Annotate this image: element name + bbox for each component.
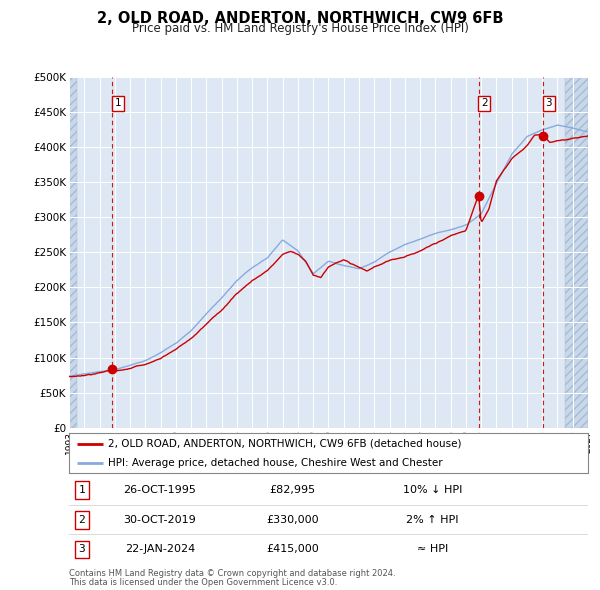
Text: This data is licensed under the Open Government Licence v3.0.: This data is licensed under the Open Gov… xyxy=(69,578,337,587)
Text: 26-OCT-1995: 26-OCT-1995 xyxy=(124,485,196,495)
Text: 22-JAN-2024: 22-JAN-2024 xyxy=(125,545,195,555)
Bar xyxy=(69,77,77,428)
Text: 10% ↓ HPI: 10% ↓ HPI xyxy=(403,485,462,495)
Text: 2: 2 xyxy=(481,99,487,109)
Text: £330,000: £330,000 xyxy=(266,515,319,525)
Text: HPI: Average price, detached house, Cheshire West and Chester: HPI: Average price, detached house, Ches… xyxy=(108,458,443,468)
Text: 30-OCT-2019: 30-OCT-2019 xyxy=(124,515,196,525)
Bar xyxy=(565,77,588,428)
Text: 2, OLD ROAD, ANDERTON, NORTHWICH, CW9 6FB (detached house): 2, OLD ROAD, ANDERTON, NORTHWICH, CW9 6F… xyxy=(108,439,461,449)
Text: 2: 2 xyxy=(79,515,85,525)
Text: Price paid vs. HM Land Registry's House Price Index (HPI): Price paid vs. HM Land Registry's House … xyxy=(131,22,469,35)
Text: ≈ HPI: ≈ HPI xyxy=(416,545,448,555)
Text: 2, OLD ROAD, ANDERTON, NORTHWICH, CW9 6FB: 2, OLD ROAD, ANDERTON, NORTHWICH, CW9 6F… xyxy=(97,11,503,25)
Text: Contains HM Land Registry data © Crown copyright and database right 2024.: Contains HM Land Registry data © Crown c… xyxy=(69,569,395,578)
Text: 1: 1 xyxy=(115,99,121,109)
Text: 1: 1 xyxy=(79,485,85,495)
Text: 2% ↑ HPI: 2% ↑ HPI xyxy=(406,515,458,525)
Text: 3: 3 xyxy=(79,545,85,555)
Text: £415,000: £415,000 xyxy=(266,545,319,555)
Text: 3: 3 xyxy=(545,99,552,109)
Text: £82,995: £82,995 xyxy=(269,485,315,495)
